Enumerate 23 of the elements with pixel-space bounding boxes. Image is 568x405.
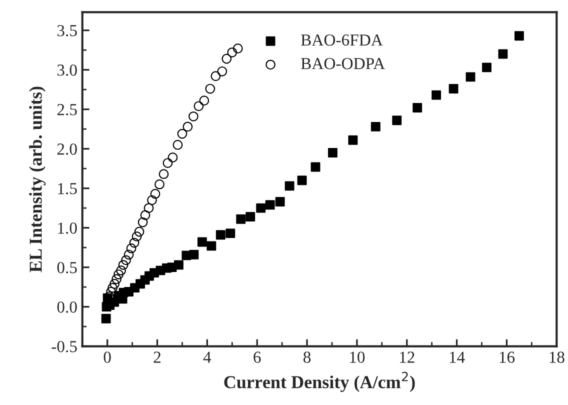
y-tick-label: 0.0 xyxy=(57,301,77,313)
x-tick-label: 4 xyxy=(203,352,212,363)
x-tick-label: 2 xyxy=(154,352,160,363)
legend-label: BAO-6FDA xyxy=(301,34,383,46)
y-tick-label: 3.5 xyxy=(57,25,77,36)
y-tick-label: 2.0 xyxy=(57,144,77,155)
x-tick-label: 16 xyxy=(500,352,515,363)
legend-label: BAO-ODPA xyxy=(301,58,386,70)
x-tick-label: 14 xyxy=(450,352,465,363)
y-tick-label: 3.0 xyxy=(57,64,77,76)
y-tick-label: 2.5 xyxy=(57,104,77,116)
x-tick-label: 10 xyxy=(350,352,365,363)
x-tick-label: 6 xyxy=(254,352,261,363)
x-axis-title: Current Density (A/cm$^{2}$) xyxy=(224,372,415,392)
y-tick-label: -0.5 xyxy=(52,340,77,352)
y-tick-label: 0.5 xyxy=(57,262,77,274)
x-tick-label: 0 xyxy=(104,352,111,363)
x-tick-label: 18 xyxy=(550,352,564,363)
y-axis-title: EL Intensity (arb. units) xyxy=(29,86,46,272)
y-tick-label: 1.0 xyxy=(58,222,77,234)
y-tick-label: 1.5 xyxy=(58,183,77,194)
x-tick-label: 8 xyxy=(303,352,311,363)
x-tick-label: 12 xyxy=(400,352,414,363)
